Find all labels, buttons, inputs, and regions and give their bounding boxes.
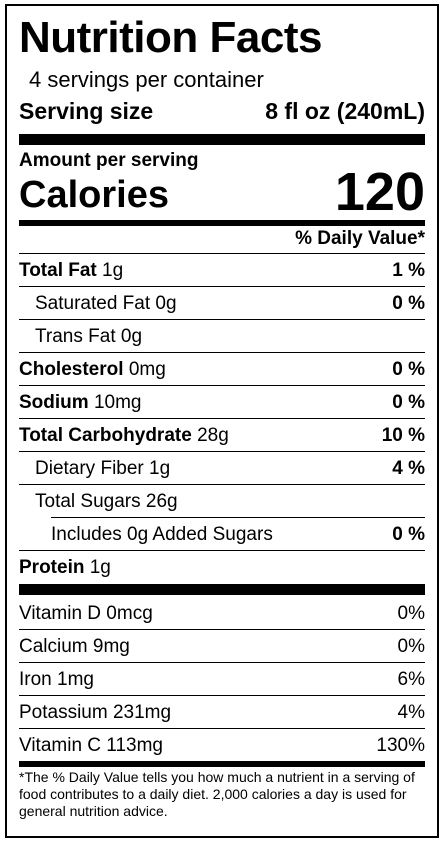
vitamin-row-vitamin-c: Vitamin C 113mg 130% xyxy=(19,729,425,762)
nutrition-facts-label: Nutrition Facts 4 servings per container… xyxy=(5,4,439,838)
calories-value: 120 xyxy=(334,162,425,222)
nutrient-row-total-sugars: Total Sugars 26g xyxy=(19,485,425,518)
nutrient-row-total-fat: Total Fat 1g 1 % xyxy=(19,254,425,287)
calories-label: Calories xyxy=(19,174,169,216)
divider xyxy=(19,695,425,696)
vitamin-name: Iron xyxy=(19,669,52,690)
medium-divider xyxy=(19,220,425,226)
serving-size-value: 8 fl oz (240mL) xyxy=(265,98,425,124)
nutrient-dv: 0 % xyxy=(392,524,425,545)
divider xyxy=(19,550,425,551)
vitamin-row-iron: Iron 1mg 6% xyxy=(19,663,425,696)
divider xyxy=(19,418,425,419)
vitamin-amount: 1mg xyxy=(57,669,94,690)
nutrient-amount: 0g xyxy=(155,293,177,314)
vitamin-row-calcium: Calcium 9mg 0% xyxy=(19,630,425,663)
divider xyxy=(19,253,425,254)
servings-per-container: 4 servings per container xyxy=(29,67,264,92)
nutrient-amount: 0g xyxy=(120,326,143,347)
nutrient-name: Total Sugars xyxy=(35,491,141,512)
nutrient-amount: 0mg xyxy=(128,359,166,380)
nutrient-name: Protein xyxy=(19,557,85,578)
nutrient-name: Dietary Fiber xyxy=(35,458,144,479)
nutrient-dv: 1 % xyxy=(392,260,425,281)
nutrient-row-protein: Protein 1g xyxy=(19,551,425,584)
nutrient-amount: 10mg xyxy=(93,392,142,413)
divider xyxy=(51,517,425,518)
daily-value-header: % Daily Value* xyxy=(295,228,425,249)
serving-size-row: Serving size 8 fl oz (240mL) xyxy=(19,94,425,128)
vitamin-dv: 130% xyxy=(376,735,425,756)
nutrient-name: Total Fat xyxy=(19,260,97,281)
divider xyxy=(19,662,425,663)
vitamin-name: Vitamin C xyxy=(19,735,102,756)
divider xyxy=(19,728,425,729)
serving-size-label: Serving size xyxy=(19,98,154,124)
nutrient-row-added-sugars: Includes 0g Added Sugars 0 % xyxy=(19,518,425,551)
divider xyxy=(19,629,425,630)
thick-divider xyxy=(19,134,425,145)
vitamin-dv: 6% xyxy=(397,669,425,690)
vitamin-dv: 4% xyxy=(397,702,425,723)
nutrient-amount: 1g xyxy=(89,557,111,578)
divider xyxy=(19,385,425,386)
nutrient-dv: 0 % xyxy=(392,392,425,413)
nutrient-row-total-carbohydrate: Total Carbohydrate 28g 10 % xyxy=(19,419,425,452)
nutrient-name: Trans Fat xyxy=(35,326,116,347)
nutrient-name: Sodium xyxy=(19,392,89,413)
divider xyxy=(19,286,425,287)
label-title: Nutrition Facts xyxy=(19,13,322,62)
nutrient-row-dietary-fiber: Dietary Fiber 1g 4 % xyxy=(19,452,425,485)
vitamin-name: Vitamin D xyxy=(19,603,102,624)
divider xyxy=(19,352,425,353)
divider xyxy=(19,484,425,485)
nutrient-dv: 4 % xyxy=(392,458,425,479)
medium-divider xyxy=(19,761,425,767)
vitamin-amount: 9mg xyxy=(92,636,130,657)
amount-per-serving: Amount per serving xyxy=(19,150,199,171)
vitamin-dv: 0% xyxy=(397,636,425,657)
nutrient-dv: 0 % xyxy=(392,293,425,314)
vitamin-amount: 231mg xyxy=(112,702,172,723)
nutrient-row-saturated-fat: Saturated Fat 0g 0 % xyxy=(19,287,425,320)
nutrient-row-sodium: Sodium 10mg 0 % xyxy=(19,386,425,419)
divider xyxy=(19,319,425,320)
vitamin-name: Potassium xyxy=(19,702,108,723)
nutrient-amount: 26g xyxy=(145,491,178,512)
nutrient-row-cholesterol: Cholesterol 0mg 0 % xyxy=(19,353,425,386)
nutrient-name: Total Carbohydrate xyxy=(19,425,192,446)
nutrient-amount: 1g xyxy=(149,458,171,479)
vitamin-dv: 0% xyxy=(397,603,425,624)
thick-divider xyxy=(19,584,425,595)
vitamin-row-vitamin-d: Vitamin D 0mcg 0% xyxy=(19,597,425,630)
nutrient-dv: 0 % xyxy=(392,359,425,380)
nutrient-name: Saturated Fat xyxy=(35,293,151,314)
divider xyxy=(19,451,425,452)
nutrient-name: Includes 0g Added Sugars xyxy=(51,524,273,545)
vitamin-amount: 113mg xyxy=(106,735,163,756)
nutrient-row-trans-fat: Trans Fat 0g xyxy=(19,320,425,353)
vitamin-name: Calcium xyxy=(19,636,88,657)
footnote: *The % Daily Value tells you how much a … xyxy=(19,769,415,819)
vitamin-amount: 0mcg xyxy=(106,603,153,624)
nutrient-amount: 1g xyxy=(102,260,124,281)
nutrient-name: Cholesterol xyxy=(19,359,124,380)
vitamin-row-potassium: Potassium 231mg 4% xyxy=(19,696,425,729)
nutrient-dv: 10 % xyxy=(381,425,425,446)
nutrient-amount: 28g xyxy=(197,425,229,446)
